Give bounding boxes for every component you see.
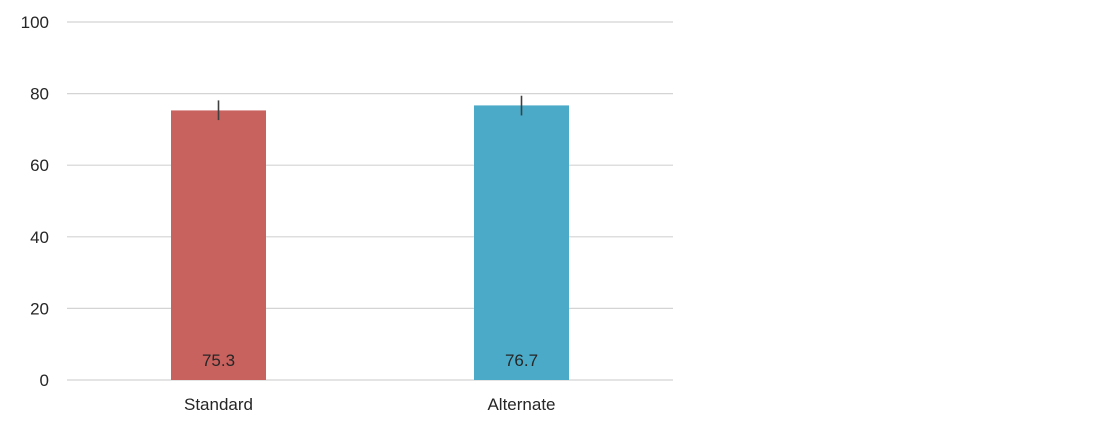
y-tick-label-0: 0: [40, 371, 49, 390]
error-bars: [217, 95, 523, 121]
y-tick-label-20: 20: [30, 299, 49, 318]
y-axis-ticks: 0 20 40 60 80 100: [21, 13, 49, 390]
value-label-alternate: 76.7: [505, 351, 538, 370]
y-tick-label-80: 80: [30, 85, 49, 104]
y-tick-label-100: 100: [21, 13, 49, 32]
y-tick-label-60: 60: [30, 156, 49, 175]
y-tick-label-40: 40: [30, 228, 49, 247]
bar-alternate: [474, 105, 569, 380]
x-tick-label-standard: Standard: [184, 395, 253, 414]
data-labels: 75.3 76.7: [202, 351, 538, 370]
bar-standard: [171, 110, 266, 381]
value-label-standard: 75.3: [202, 351, 235, 370]
grid-lines: [67, 21, 673, 381]
bars: [171, 105, 569, 381]
x-axis-ticks: Standard Alternate: [184, 395, 556, 414]
x-tick-label-alternate: Alternate: [487, 395, 555, 414]
